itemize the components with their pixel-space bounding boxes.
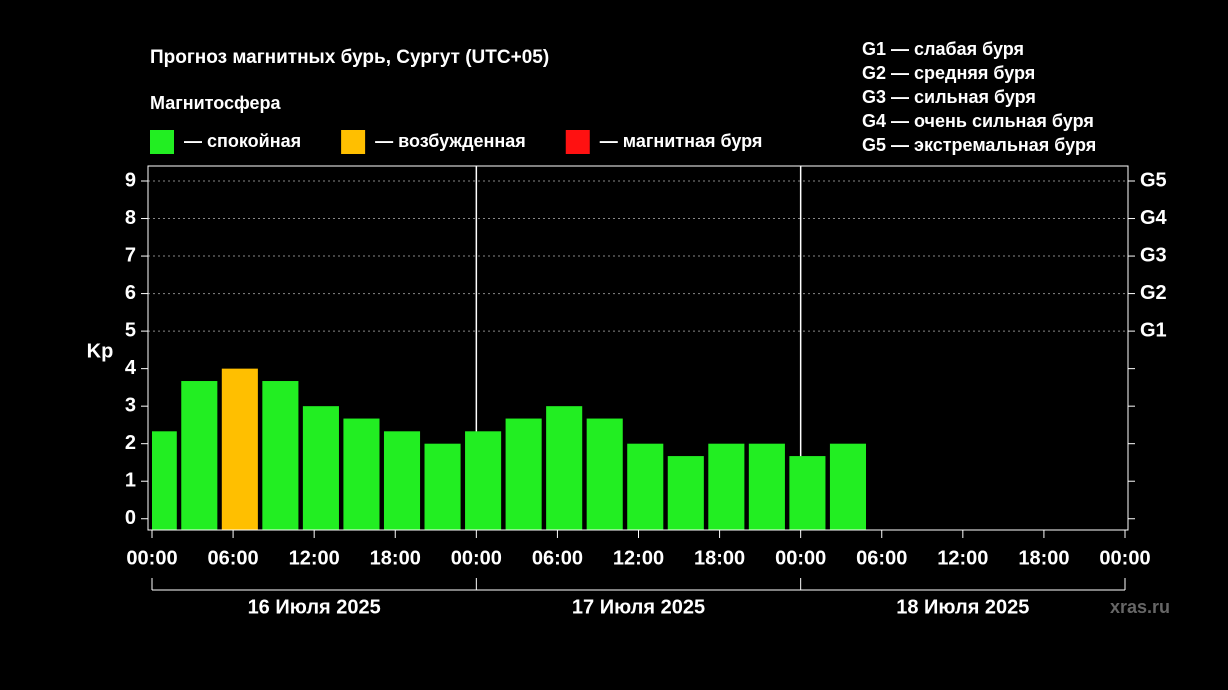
bar [383, 431, 421, 530]
y-tick-label: 2 [125, 432, 136, 454]
y2-tick-label: G1 [1140, 319, 1167, 341]
x-tick-label: 00:00 [126, 547, 177, 569]
y2-tick-label: G2 [1140, 282, 1167, 304]
legend-label: — спокойная [184, 131, 301, 151]
watermark: xras.ru [1110, 597, 1170, 617]
legend-label: — магнитная буря [600, 131, 763, 151]
storm-level: G3 — сильная буря [862, 87, 1036, 107]
bar [708, 443, 745, 530]
y-tick-label: 9 [125, 169, 136, 191]
x-tick-label: 18:00 [370, 547, 421, 569]
y2-tick-label: G3 [1140, 244, 1167, 266]
storm-level: G4 — очень сильная буря [862, 111, 1094, 131]
storm-level: G5 — экстремальная буря [862, 135, 1096, 155]
x-tick-label: 00:00 [1099, 547, 1150, 569]
y-tick-label: 0 [125, 507, 136, 529]
legend-title: Магнитосфера [150, 93, 282, 113]
bar [221, 368, 258, 530]
bar [343, 418, 380, 530]
x-tick-label: 12:00 [937, 547, 988, 569]
x-tick-label: 06:00 [208, 547, 259, 569]
bar [748, 443, 785, 530]
bar [302, 406, 339, 530]
chart-title: Прогноз магнитных бурь, Сургут (UTC+05) [150, 47, 549, 68]
x-tick-label: 00:00 [775, 547, 826, 569]
legend-swatch [565, 130, 590, 154]
y-tick-label: 6 [125, 282, 136, 304]
x-tick-label: 18:00 [694, 547, 745, 569]
bar [627, 443, 664, 530]
x-tick-label: 12:00 [613, 547, 664, 569]
day-label: 16 Июля 2025 [248, 596, 381, 618]
y2-tick-label: G4 [1140, 207, 1168, 229]
plot-frame [147, 165, 1129, 531]
bar [152, 431, 177, 530]
y2-tick-label: G5 [1140, 169, 1167, 191]
bar [829, 443, 867, 530]
bar [667, 456, 704, 530]
bar [262, 381, 299, 530]
x-tick-label: 06:00 [532, 547, 583, 569]
bar [465, 431, 502, 530]
y-tick-label: 4 [125, 357, 137, 379]
y-tick-label: 1 [125, 469, 136, 491]
legend-swatch [341, 130, 366, 154]
day-label: 18 Июля 2025 [896, 596, 1029, 618]
x-tick-label: 00:00 [451, 547, 502, 569]
storm-level: G2 — средняя буря [862, 63, 1035, 83]
bar [505, 418, 542, 530]
y-tick-label: 8 [125, 207, 136, 229]
bar [546, 406, 583, 530]
day-label: 17 Июля 2025 [572, 596, 705, 618]
storm-level: G1 — слабая буря [862, 39, 1024, 59]
legend-swatch [150, 130, 174, 154]
y-tick-label: 5 [125, 319, 136, 341]
bar [424, 443, 461, 530]
y-axis-label: Kp [87, 340, 114, 362]
x-tick-label: 18:00 [1018, 547, 1069, 569]
y-tick-label: 7 [125, 244, 136, 266]
bar [586, 418, 623, 530]
legend-label: — возбужденная [375, 131, 526, 151]
x-tick-label: 12:00 [289, 547, 340, 569]
bar [181, 381, 218, 530]
y-tick-label: 3 [125, 394, 136, 416]
bar [789, 456, 826, 530]
x-tick-label: 06:00 [856, 547, 907, 569]
